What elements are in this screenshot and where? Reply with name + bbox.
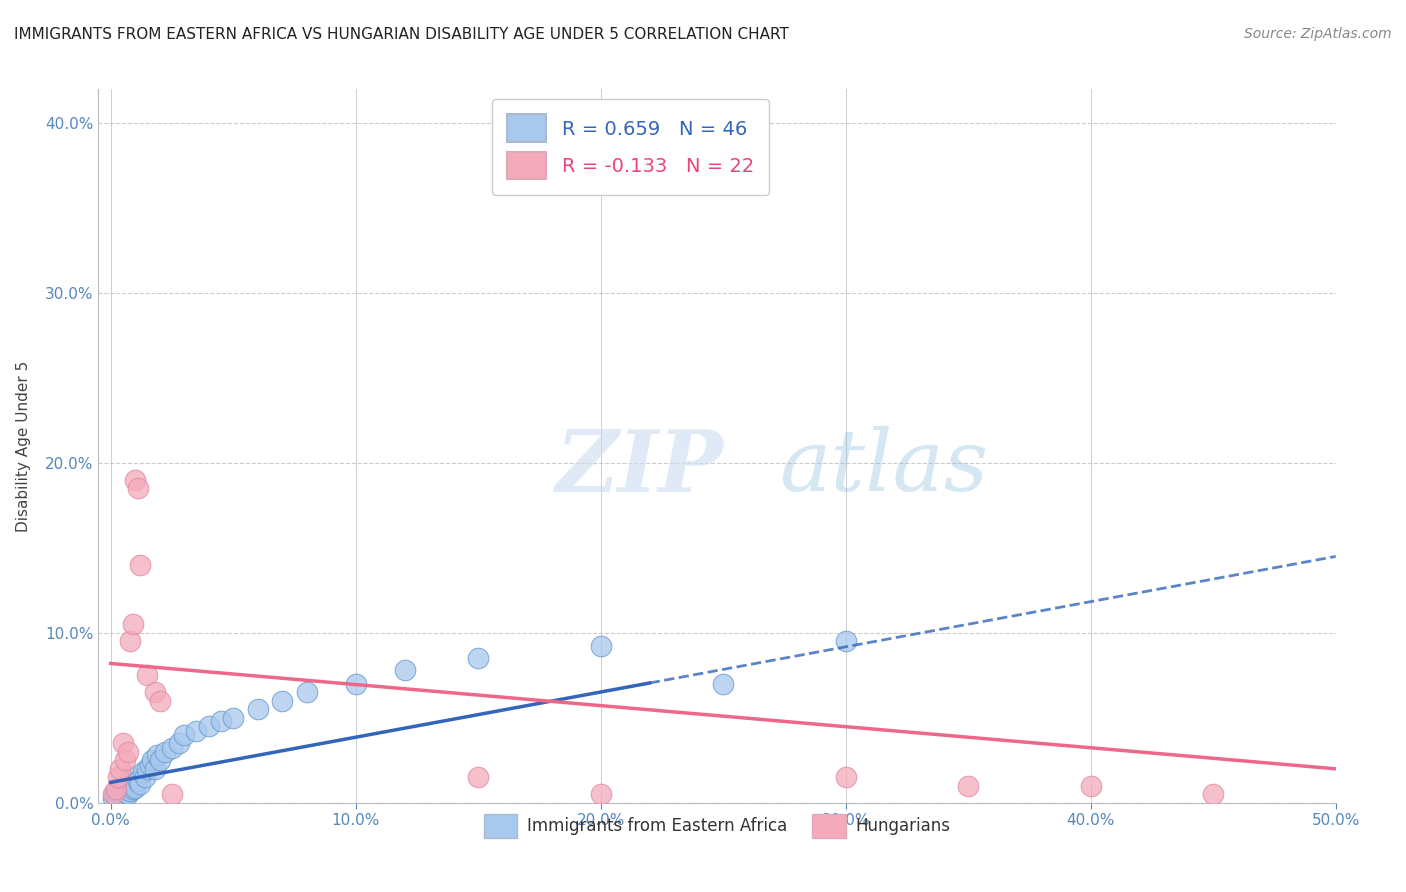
Point [295, 685, 318, 699]
Point [394, 663, 416, 677]
Point [957, 779, 980, 793]
Point [136, 668, 159, 682]
Point [834, 770, 856, 784]
Point [153, 745, 176, 759]
Point [112, 779, 135, 793]
Point [146, 748, 169, 763]
Point [110, 762, 132, 776]
Point [104, 782, 127, 797]
Point [589, 787, 612, 801]
Point [121, 617, 143, 632]
Text: atlas: atlas [779, 426, 988, 508]
Point [101, 787, 124, 801]
Point [122, 779, 145, 793]
Point [160, 787, 183, 801]
Point [169, 736, 191, 750]
Point [134, 770, 156, 784]
Point [107, 790, 129, 805]
Point [111, 784, 134, 798]
Point [139, 758, 162, 772]
Point [467, 770, 489, 784]
Point [344, 677, 367, 691]
Text: Source: ZipAtlas.com: Source: ZipAtlas.com [1244, 27, 1392, 41]
Point [143, 685, 166, 699]
Point [1080, 779, 1102, 793]
Point [115, 780, 138, 795]
Point [117, 787, 139, 801]
Point [114, 786, 136, 800]
Point [197, 719, 219, 733]
Point [111, 789, 134, 803]
Point [103, 787, 125, 801]
Point [271, 694, 294, 708]
Point [124, 473, 146, 487]
Point [711, 677, 734, 691]
Point [143, 762, 166, 776]
Point [467, 651, 489, 665]
Point [114, 753, 136, 767]
Point [110, 787, 132, 801]
Point [117, 745, 139, 759]
Y-axis label: Disability Age Under 5: Disability Age Under 5 [17, 360, 31, 532]
Point [127, 482, 149, 496]
Point [121, 782, 143, 797]
Point [173, 728, 195, 742]
Point [222, 711, 245, 725]
Point [118, 775, 141, 789]
Point [149, 694, 172, 708]
Point [124, 780, 146, 795]
Point [120, 784, 142, 798]
Point [131, 765, 153, 780]
Point [149, 753, 172, 767]
Text: ZIP: ZIP [557, 425, 724, 509]
Point [121, 770, 143, 784]
Point [141, 753, 163, 767]
Legend: Immigrants from Eastern Africa, Hungarians: Immigrants from Eastern Africa, Hungaria… [477, 807, 957, 845]
Point [160, 741, 183, 756]
Point [108, 782, 131, 797]
Text: IMMIGRANTS FROM EASTERN AFRICA VS HUNGARIAN DISABILITY AGE UNDER 5 CORRELATION C: IMMIGRANTS FROM EASTERN AFRICA VS HUNGAR… [14, 27, 789, 42]
Point [101, 790, 124, 805]
Point [1202, 787, 1225, 801]
Point [120, 634, 142, 648]
Point [105, 786, 128, 800]
Point [186, 724, 208, 739]
Point [136, 762, 159, 776]
Point [107, 770, 129, 784]
Point [129, 558, 152, 572]
Point [129, 777, 152, 791]
Point [209, 714, 232, 729]
Point [127, 773, 149, 788]
Point [104, 789, 127, 803]
Point [589, 640, 612, 654]
Point [246, 702, 269, 716]
Point [834, 634, 856, 648]
Point [111, 736, 134, 750]
